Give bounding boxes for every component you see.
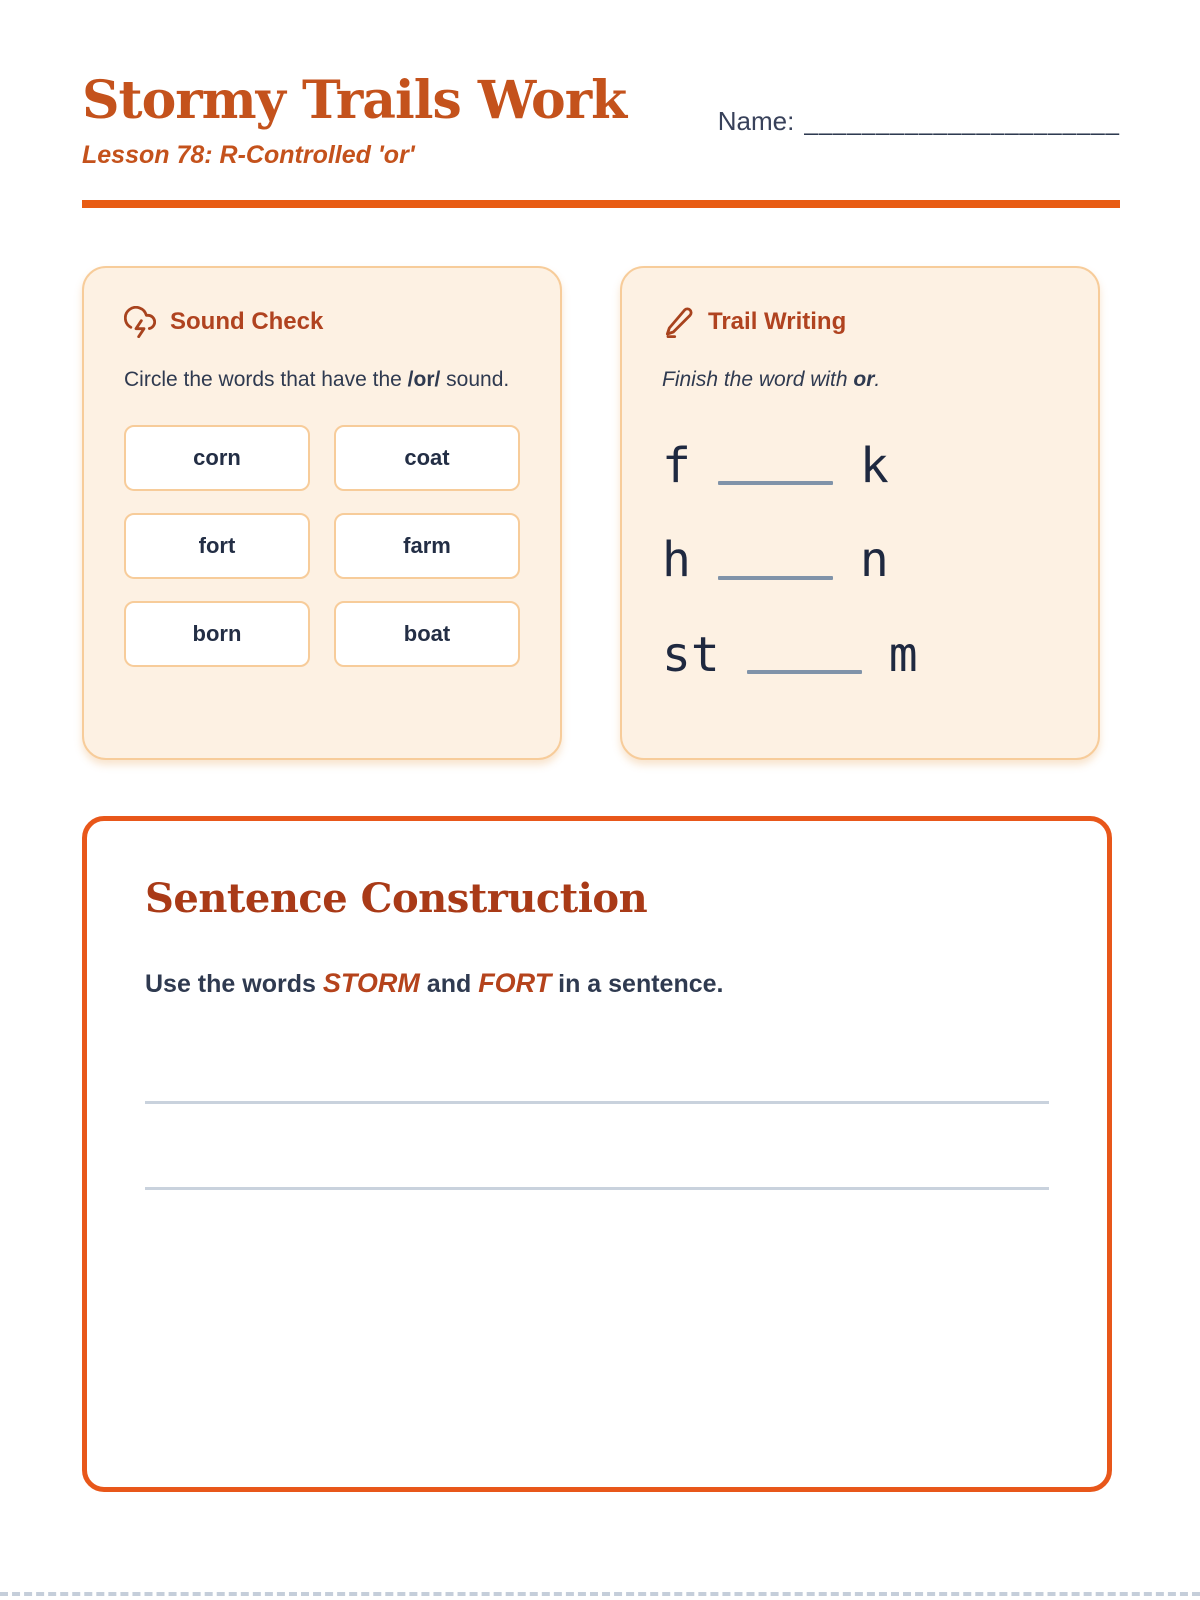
- sentence-construction-title: Sentence Construction: [145, 875, 648, 923]
- trail-writing-header: Trail Writing: [662, 306, 1058, 339]
- trail-writing-title: Trail Writing: [708, 308, 847, 336]
- page-title: Stormy Trails Work: [82, 70, 627, 131]
- sound-check-header: Sound Check: [123, 306, 520, 339]
- trail-writing-instruction: Finish the word with or.: [662, 364, 1058, 397]
- fill-word-row-horn: h n: [662, 532, 1058, 589]
- word-end-letter: m: [888, 626, 918, 683]
- instruction-text: Finish the word with: [662, 368, 854, 392]
- fill-word-row-fork: f k: [662, 437, 1058, 494]
- sentence-construction-instruction: Use the words STORM and FORT in a senten…: [145, 968, 1049, 999]
- instruction-text: sound.: [440, 368, 510, 392]
- instruction-text: .: [874, 368, 881, 392]
- instruction-text: Use the words: [145, 970, 323, 999]
- lesson-subtitle: Lesson 78: R-Controlled 'or': [82, 141, 415, 170]
- writing-line[interactable]: [145, 1187, 1049, 1191]
- sound-check-card: Sound Check Circle the words that have t…: [82, 266, 562, 761]
- title-block: Stormy Trails Work Lesson 78: R-Controll…: [82, 70, 627, 170]
- fill-blank[interactable]: [746, 669, 862, 674]
- instruction-text: Circle the words that have the: [124, 368, 408, 392]
- word-grid: corn coat fort farm born boat: [124, 424, 520, 667]
- word-start-letter: f: [662, 437, 691, 494]
- word-start-letter: st: [662, 626, 720, 683]
- word-box-farm[interactable]: farm: [334, 512, 520, 579]
- word-box-boat[interactable]: boat: [334, 600, 520, 667]
- instruction-text: and: [419, 970, 479, 999]
- sentence-construction-section: Sentence Construction Use the words STOR…: [82, 816, 1112, 1493]
- fill-blank[interactable]: [717, 481, 833, 486]
- fill-blank[interactable]: [717, 575, 833, 580]
- word-start-letter: h: [662, 532, 691, 589]
- writing-line[interactable]: [145, 1101, 1049, 1105]
- word-end-letter: n: [859, 532, 889, 589]
- worksheet-header: Stormy Trails Work Lesson 78: R-Controll…: [82, 0, 1120, 170]
- fill-word-row-storm: st m: [662, 626, 1058, 683]
- activity-cards-row: Sound Check Circle the words that have t…: [82, 266, 1100, 761]
- word-box-born[interactable]: born: [124, 600, 310, 667]
- cut-dashed-line: [0, 1592, 1200, 1596]
- storm-cloud-lightning-icon: [123, 306, 157, 339]
- instruction-bold-text: /or/: [407, 368, 441, 392]
- name-row: Name: ______________________: [718, 106, 1120, 137]
- instruction-bold-text: or: [853, 368, 875, 392]
- instruction-text: in a sentence.: [551, 970, 724, 999]
- trail-writing-card: Trail Writing Finish the word with or. f…: [620, 266, 1100, 761]
- sound-check-instruction: Circle the words that have the /or/ soun…: [124, 364, 520, 397]
- header-divider: [82, 200, 1120, 209]
- target-word-storm: STORM: [322, 968, 420, 999]
- word-end-letter: k: [859, 437, 889, 494]
- word-box-fort[interactable]: fort: [124, 512, 310, 579]
- name-blank-field[interactable]: ______________________: [804, 109, 1120, 136]
- word-box-coat[interactable]: coat: [334, 424, 520, 491]
- sound-check-title: Sound Check: [170, 308, 324, 336]
- target-word-fort: FORT: [478, 968, 552, 999]
- name-label: Name:: [717, 106, 795, 136]
- pencil-icon: [662, 306, 694, 339]
- word-box-corn[interactable]: corn: [124, 424, 310, 491]
